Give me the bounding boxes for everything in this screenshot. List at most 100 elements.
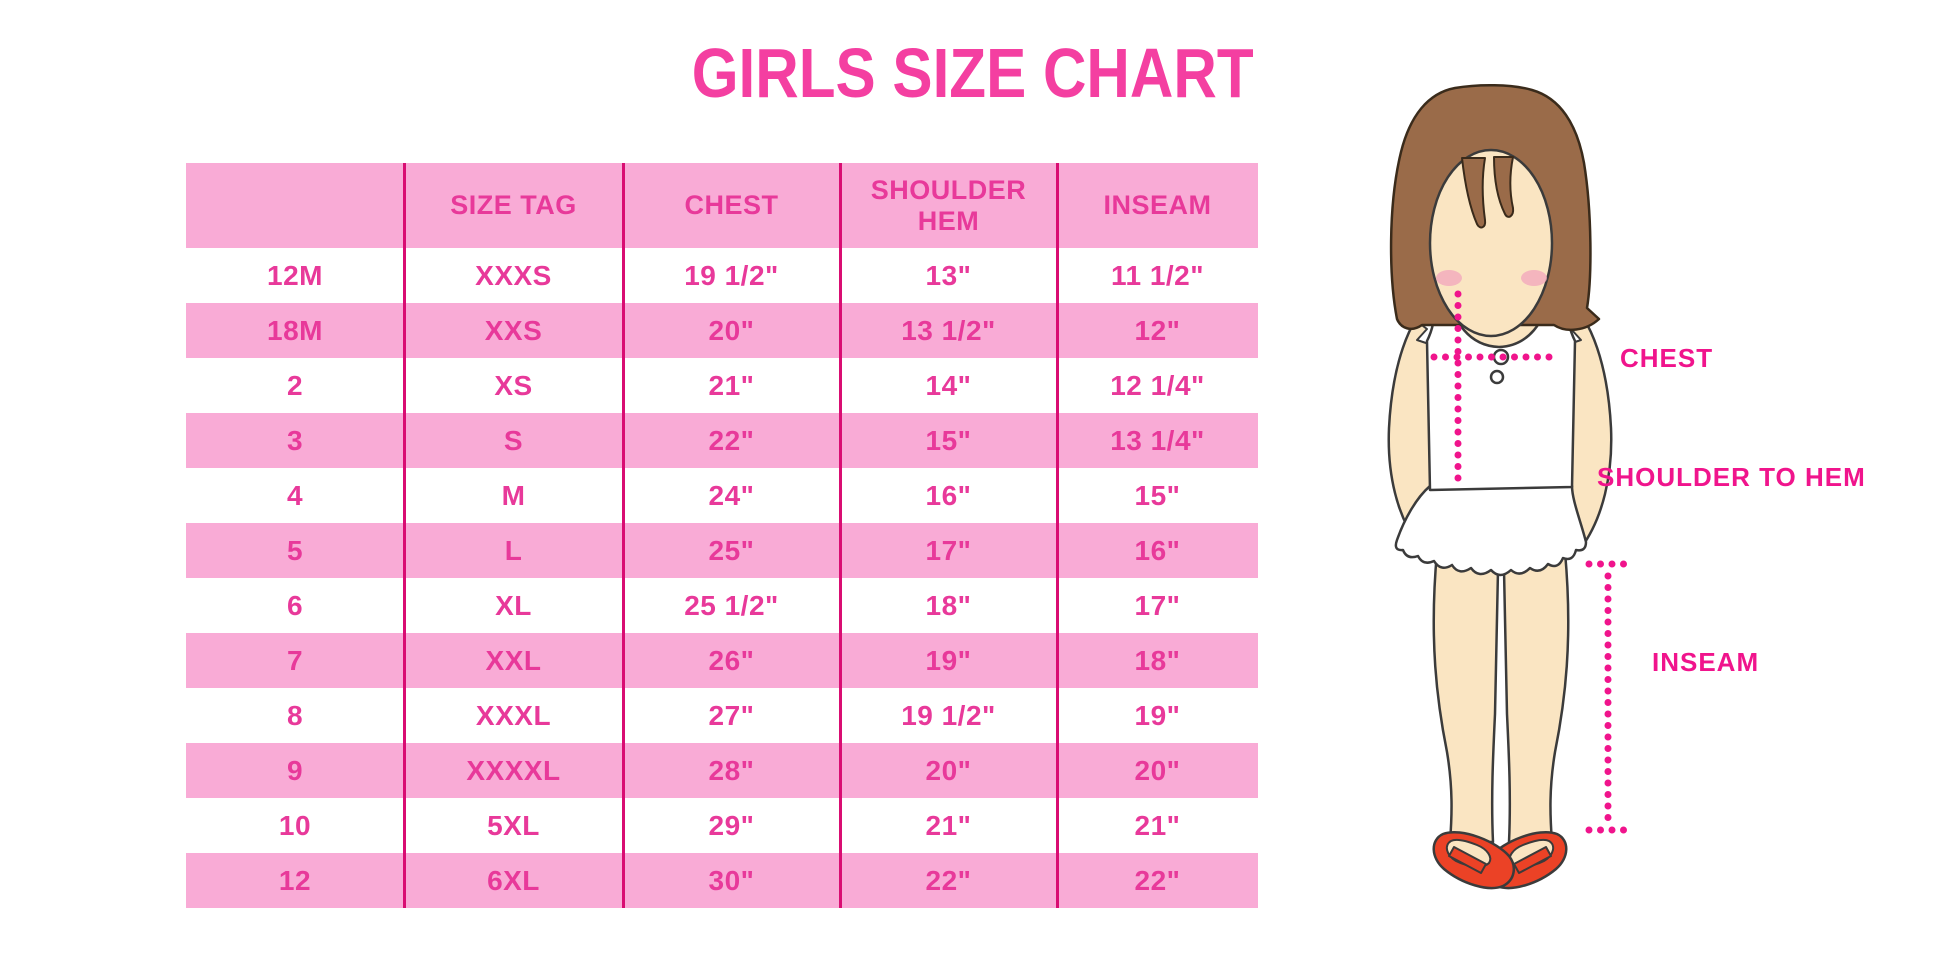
table-cell: 12M bbox=[267, 259, 323, 291]
column-divider bbox=[1055, 163, 1059, 908]
table-row: 12M XXXS 19 1/2" 13" 11 1/2" bbox=[186, 248, 1258, 303]
left-shoe-strap bbox=[1448, 846, 1487, 874]
table-cell: XXXXL bbox=[466, 754, 561, 786]
table-cell: 17" bbox=[925, 534, 972, 566]
table-cell: 18" bbox=[1134, 644, 1181, 676]
table-row: 6 XL 25 1/2" 18" 17" bbox=[186, 578, 1258, 633]
table-cell: XS bbox=[494, 369, 533, 401]
table-row: 2 XS 21" 14" 12 1/4" bbox=[186, 358, 1258, 413]
table-row: 10 5XL 29" 21" 21" bbox=[186, 798, 1258, 853]
right-leg bbox=[1502, 550, 1570, 844]
table-cell: S bbox=[503, 424, 524, 456]
table-cell: XXL bbox=[485, 644, 542, 676]
table-cell: 12 bbox=[278, 864, 312, 896]
table-row: 7 XXL 26" 19" 18" bbox=[186, 633, 1258, 688]
right-shoe bbox=[1484, 831, 1568, 890]
table-row: 18M XXS 20" 13 1/2" 12" bbox=[186, 303, 1258, 358]
table-cell: XXXS bbox=[475, 259, 552, 291]
table-cell: 12 1/4" bbox=[1110, 369, 1205, 401]
table-row: 4 M 24" 16" 15" bbox=[186, 468, 1258, 523]
table-cell: 15" bbox=[925, 424, 972, 456]
face bbox=[1428, 148, 1554, 338]
table-cell: 29" bbox=[708, 809, 755, 841]
table-cell: 24" bbox=[708, 479, 755, 511]
inseam-label: INSEAM bbox=[1652, 647, 1759, 677]
left-leg bbox=[1432, 550, 1500, 844]
table-cell: 4 bbox=[286, 479, 304, 511]
table-cell: 19 1/2" bbox=[901, 699, 996, 731]
table-cell: 22" bbox=[925, 864, 972, 896]
table-cell: 18" bbox=[925, 589, 972, 621]
table-row: 8 XXXL 27" 19 1/2" 19" bbox=[186, 688, 1258, 743]
blouse-skirt bbox=[1394, 484, 1588, 577]
size-table: SIZE TAG CHEST SHOULDER HEM INSEAM 12M XXXS 19… bbox=[186, 163, 1258, 908]
table-cell: 8 bbox=[286, 699, 304, 731]
table-cell: 25" bbox=[708, 534, 755, 566]
table-cell: 30" bbox=[708, 864, 755, 896]
shoulder-to-hem-label: SHOULDER TO HEM bbox=[1597, 462, 1866, 492]
table-cell: 5 bbox=[286, 534, 304, 566]
chest-label: CHEST bbox=[1620, 343, 1713, 373]
table-cell: 20" bbox=[1134, 754, 1181, 786]
table-cell: 27" bbox=[708, 699, 755, 731]
table-cell: 28" bbox=[708, 754, 755, 786]
table-cell: 19" bbox=[925, 644, 972, 676]
table-cell: XL bbox=[495, 589, 532, 621]
left-shoe bbox=[1432, 831, 1516, 890]
table-cell: 21" bbox=[708, 369, 755, 401]
page-title-text: GIRLS SIZE CHART bbox=[692, 34, 1254, 112]
table-cell: 19 1/2" bbox=[684, 259, 779, 291]
table-cell: 3 bbox=[286, 424, 304, 456]
table-cell: 9 bbox=[286, 754, 304, 786]
table-cell: M bbox=[501, 479, 526, 511]
right-shoe-strap bbox=[1513, 846, 1552, 874]
table-cell: 13 1/2" bbox=[901, 314, 996, 346]
table-cell: 20" bbox=[925, 754, 972, 786]
table-cell: 16" bbox=[1134, 534, 1181, 566]
table-cell: 11 1/2" bbox=[1110, 259, 1205, 291]
table-row: 12 6XL 30" 22" 22" bbox=[186, 853, 1258, 908]
column-divider bbox=[621, 163, 625, 908]
header-cell: CHEST bbox=[684, 190, 779, 220]
table-cell: 6XL bbox=[487, 864, 540, 896]
table-header-row: SIZE TAG CHEST SHOULDER HEM INSEAM bbox=[186, 163, 1258, 248]
table-cell: 2 bbox=[286, 369, 304, 401]
table-cell: 15" bbox=[1134, 479, 1181, 511]
table-cell: 12" bbox=[1134, 314, 1181, 346]
bangs-strand-left bbox=[1461, 157, 1487, 229]
table-row: 5 L 25" 17" 16" bbox=[186, 523, 1258, 578]
table-cell: 18M bbox=[267, 314, 323, 346]
blouse-button-bottom bbox=[1489, 369, 1505, 385]
table-cell: 26" bbox=[708, 644, 755, 676]
page-title: GIRLS SIZE CHART bbox=[0, 38, 1946, 108]
table-cell: 25 1/2" bbox=[684, 589, 779, 621]
table-cell: 7 bbox=[286, 644, 304, 676]
table-cell: 10 bbox=[278, 809, 312, 841]
table-row: 9 XXXXL 28" 20" 20" bbox=[186, 743, 1258, 798]
column-divider bbox=[402, 163, 406, 908]
bangs-strand-right bbox=[1493, 156, 1515, 218]
header-cell: SIZE TAG bbox=[450, 190, 577, 220]
header-cell: SHOULDER HEM bbox=[870, 174, 1027, 236]
table-cell: 22" bbox=[1134, 864, 1181, 896]
table-cell: 5XL bbox=[487, 809, 540, 841]
column-divider bbox=[838, 163, 842, 908]
right-cheek-blush bbox=[1521, 270, 1547, 286]
table-cell: 17" bbox=[1134, 589, 1181, 621]
table-cell: 21" bbox=[1134, 809, 1181, 841]
table-cell: 22" bbox=[708, 424, 755, 456]
table-cell: XXXL bbox=[475, 699, 552, 731]
table-cell: L bbox=[504, 534, 523, 566]
table-cell: 20" bbox=[708, 314, 755, 346]
table-cell: 13" bbox=[925, 259, 972, 291]
table-cell: 13 1/4" bbox=[1110, 424, 1205, 456]
girl-measurement-diagram: CHEST SHOULDER TO HEM INSEAM bbox=[1387, 83, 1866, 890]
header-cell: INSEAM bbox=[1103, 190, 1212, 220]
table-cell: 6 bbox=[286, 589, 304, 621]
table-cell: 21" bbox=[925, 809, 972, 841]
table-cell: 19" bbox=[1134, 699, 1181, 731]
table-cell: XXS bbox=[484, 314, 543, 346]
table-cell: 14" bbox=[925, 369, 972, 401]
table-cell: 16" bbox=[925, 479, 972, 511]
